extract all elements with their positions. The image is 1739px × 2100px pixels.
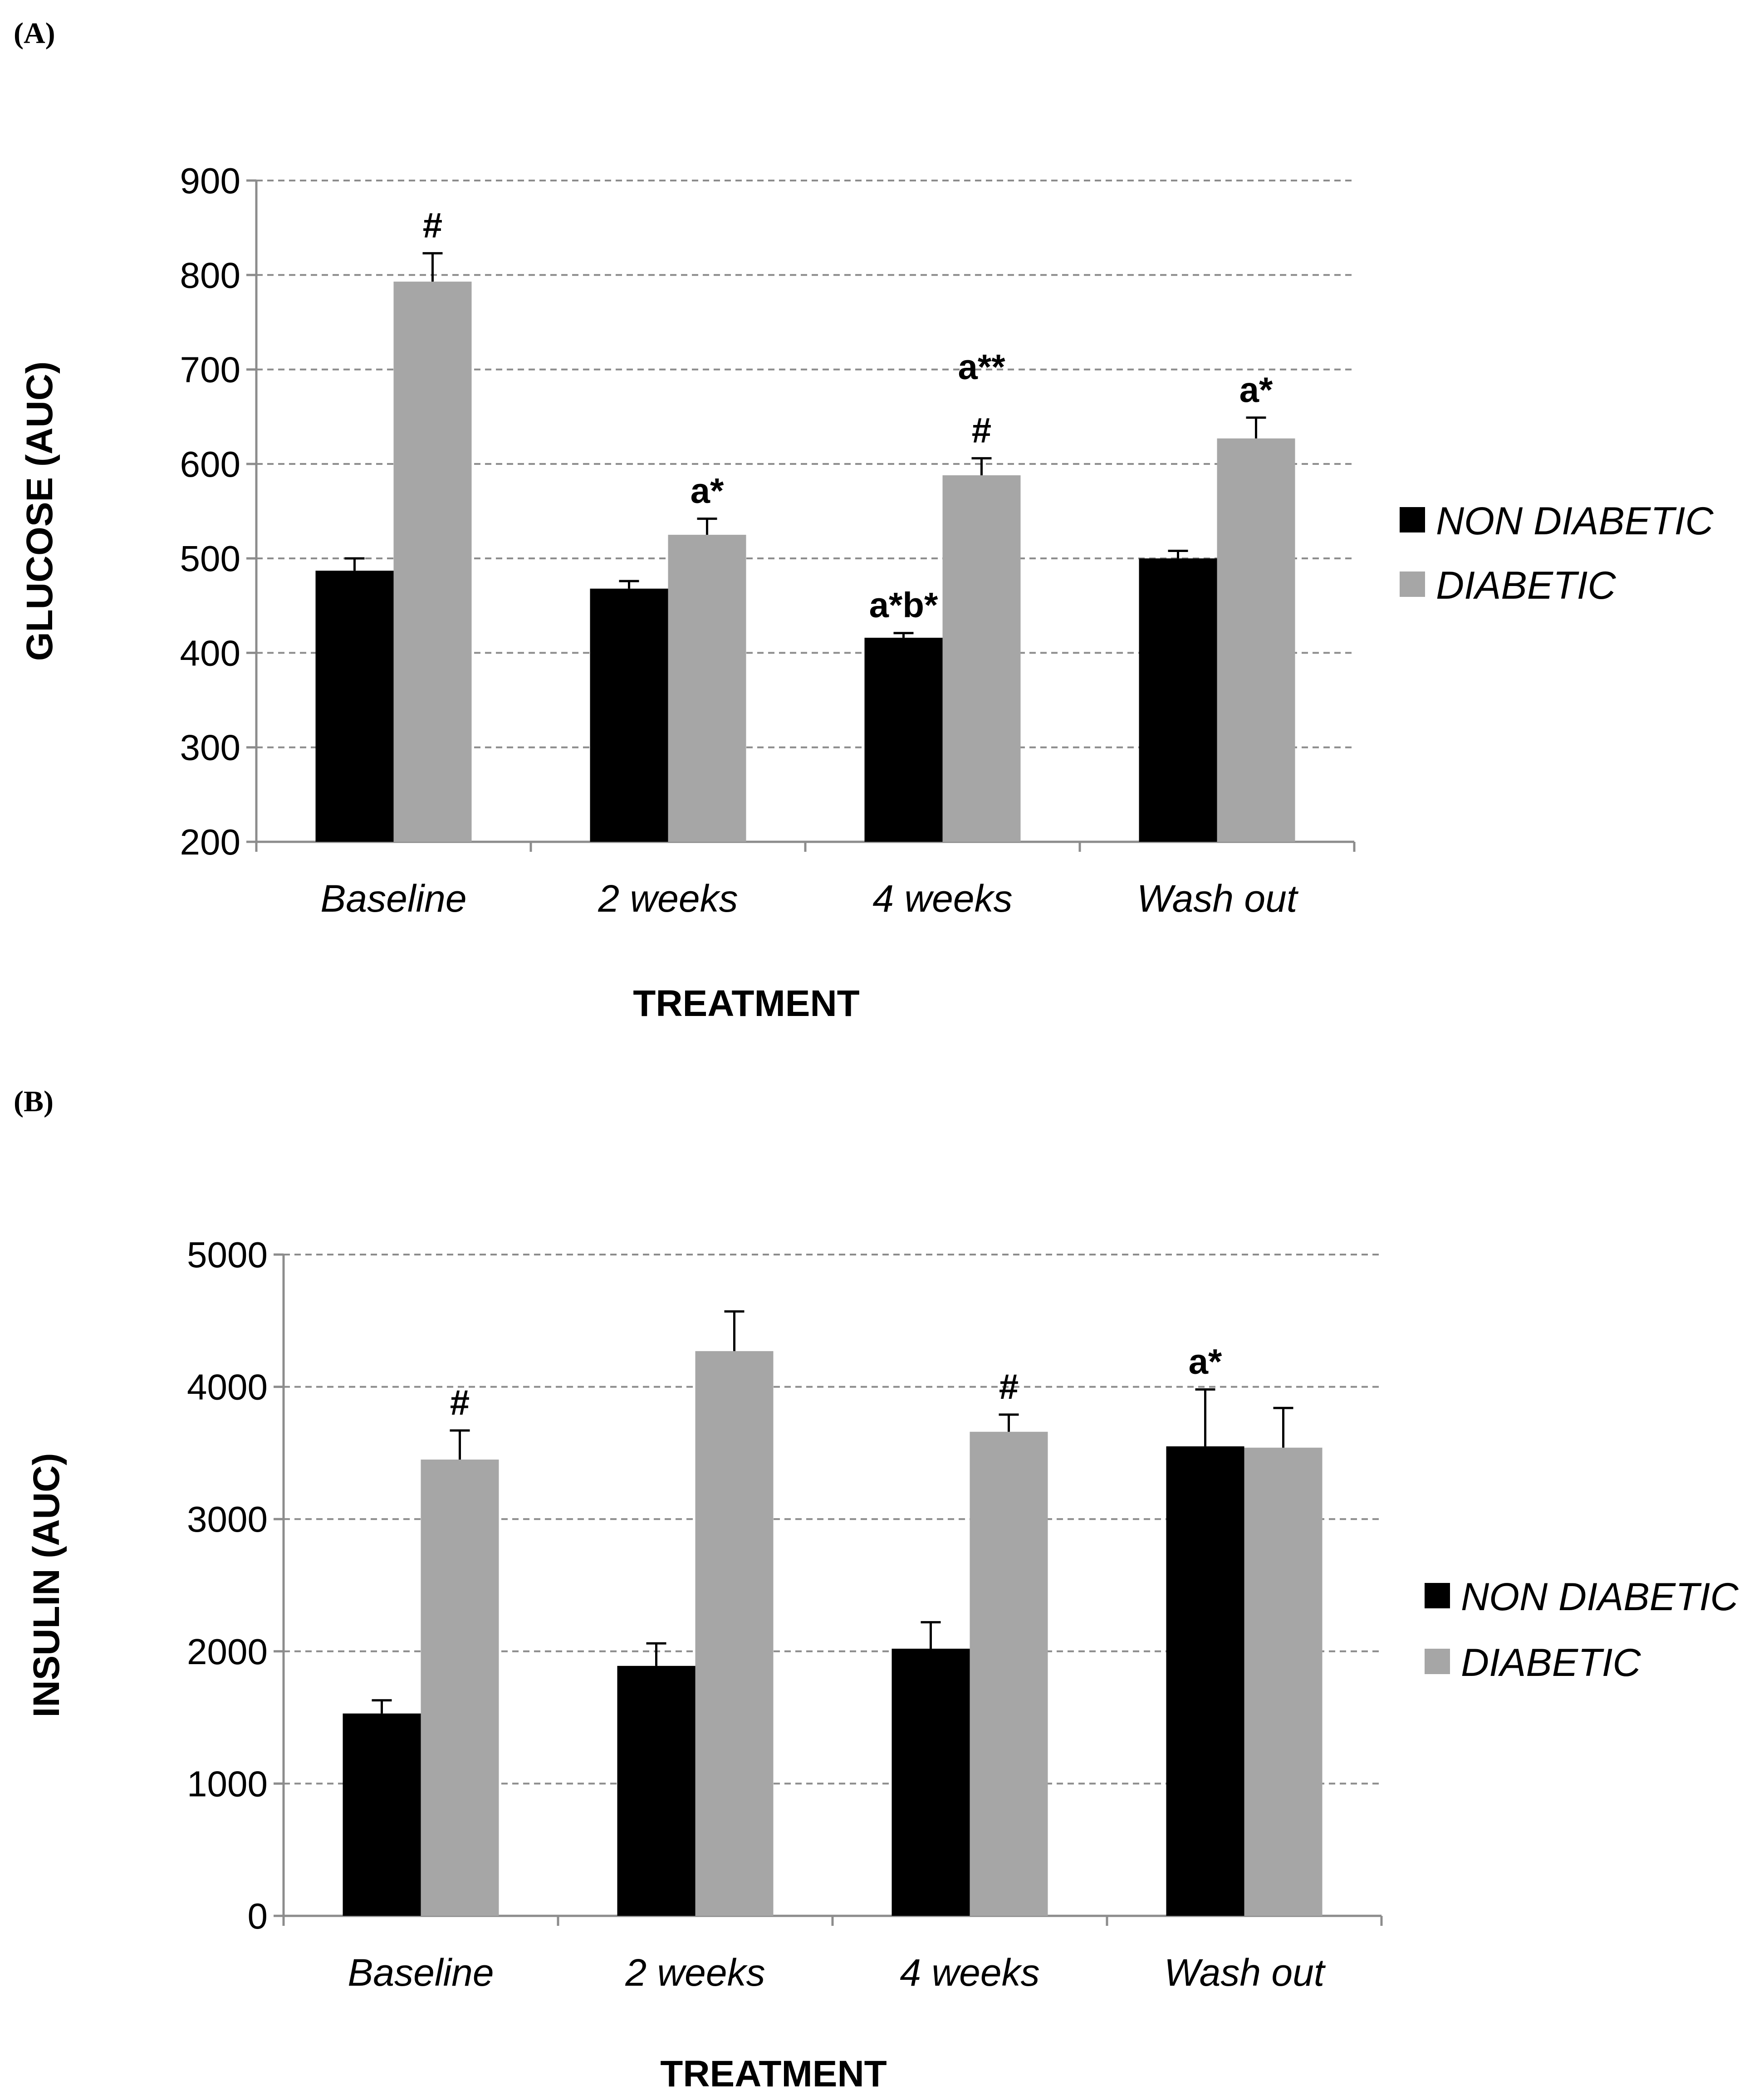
bar-non-diabetic-0 (315, 571, 394, 842)
panel-label: (A) (14, 17, 55, 50)
significance-label: a* (1189, 1341, 1222, 1381)
bar-diabetic-0 (421, 1459, 499, 1916)
bar-non-diabetic-2 (892, 1648, 970, 1916)
y-tick-label: 600 (180, 444, 240, 484)
legend-swatch (1400, 571, 1425, 597)
bar-diabetic-1 (695, 1351, 774, 1916)
y-tick-label: 1000 (187, 1763, 268, 1804)
significance-label: # (999, 1367, 1019, 1407)
x-axis-title: TREATMENT (633, 983, 860, 1024)
bar-non-diabetic-2 (864, 638, 943, 842)
significance-label: a* (1239, 370, 1273, 410)
category-label: 4 weeks (900, 1951, 1039, 1994)
category-label: Wash out (1137, 877, 1299, 920)
significance-label: a*b* (869, 585, 938, 625)
panel-label: (B) (14, 1085, 54, 1118)
bar-non-diabetic-3 (1166, 1446, 1244, 1916)
significance-label: # (450, 1382, 470, 1422)
y-tick-label: 3000 (187, 1499, 268, 1539)
bar-non-diabetic-3 (1139, 558, 1217, 842)
bar-diabetic-3 (1244, 1447, 1323, 1916)
y-tick-label: 5000 (187, 1235, 268, 1275)
significance-label: a* (691, 471, 724, 511)
y-tick-label: 900 (180, 161, 240, 201)
y-axis-title: GLUCOSE (AUC) (19, 361, 60, 661)
significance-label: a** (958, 347, 1005, 386)
bar-non-diabetic-1 (617, 1665, 696, 1916)
category-label: 4 weeks (872, 877, 1012, 920)
bar-diabetic-2 (942, 475, 1021, 842)
y-tick-label: 500 (180, 538, 240, 579)
legend-label: DIABETIC (1436, 564, 1617, 607)
legend-label: NON DIABETIC (1436, 499, 1714, 543)
category-label: 2 weeks (625, 1951, 765, 1994)
bar-diabetic-3 (1217, 438, 1295, 842)
glucose-chart: (A) 200 300 400 500 600 700 800 900 # a* a*b* # a** a*… (14, 17, 1714, 1024)
y-tick-label: 2000 (187, 1631, 268, 1672)
category-label: 2 weeks (598, 877, 738, 920)
legend-label: NON DIABETIC (1461, 1575, 1739, 1619)
bar-non-diabetic-1 (590, 588, 668, 842)
legend-label: DIABETIC (1461, 1641, 1641, 1685)
legend-swatch (1425, 1649, 1450, 1674)
category-label: Baseline (348, 1951, 494, 1994)
insulin-chart: (B) 0 1000 2000 3000 4000 5000 # # a* Baseline 2 we… (14, 1085, 1739, 2095)
legend-swatch (1425, 1583, 1450, 1608)
significance-label: # (972, 410, 991, 450)
bar-diabetic-1 (668, 535, 746, 842)
bar-non-diabetic-0 (343, 1713, 421, 1916)
significance-label: # (423, 205, 442, 245)
y-tick-label: 200 (180, 822, 240, 862)
y-tick-label: 300 (180, 728, 240, 768)
x-axis-title: TREATMENT (660, 2053, 887, 2095)
y-tick-label: 700 (180, 350, 240, 390)
y-axis-title: INSULIN (AUC) (26, 1453, 67, 1717)
category-label: Baseline (320, 877, 466, 920)
y-tick-label: 800 (180, 255, 240, 295)
bar-diabetic-2 (970, 1431, 1048, 1916)
category-label: Wash out (1164, 1951, 1326, 1994)
y-tick-label: 0 (248, 1896, 268, 1936)
bar-diabetic-0 (393, 281, 472, 842)
y-tick-label: 400 (180, 633, 240, 673)
y-tick-label: 4000 (187, 1367, 268, 1407)
legend-swatch (1400, 507, 1425, 532)
